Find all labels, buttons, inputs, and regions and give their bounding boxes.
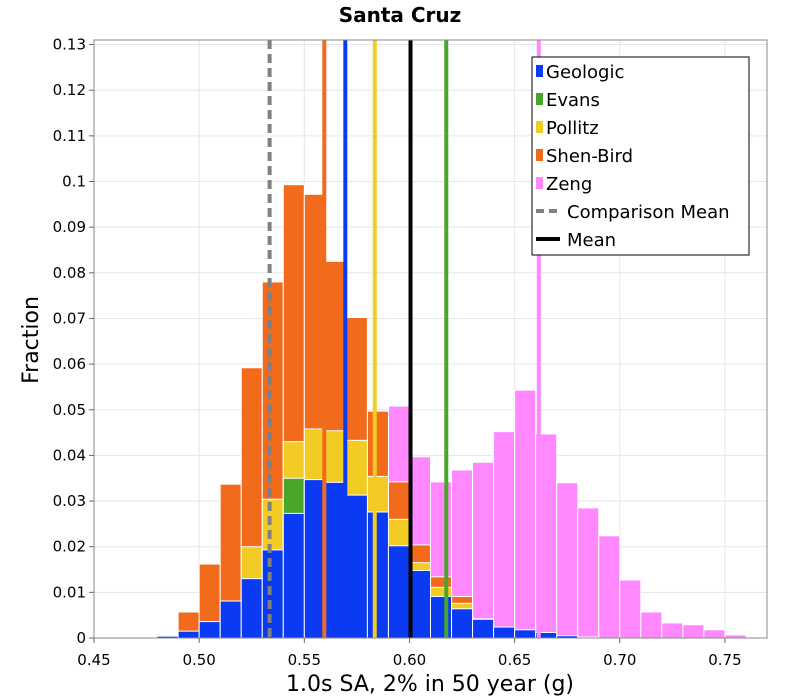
bar-geologic-8 [324,481,347,639]
x-tick-label-0: 0.45 [77,651,110,669]
x-tick-label-1: 0.50 [182,651,215,669]
y-tick-label-0: 0 [76,629,86,647]
x-tick-label-3: 0.60 [393,651,426,669]
bar-zeng-25 [682,624,705,639]
y-tick-label-11: 0.11 [53,127,86,145]
legend-box [531,56,750,256]
bar-geologic-14 [451,608,474,639]
y-tick-label-8: 0.08 [53,264,86,282]
bar-geologic-1 [177,630,200,639]
y-tick-label-1: 0.01 [53,583,86,601]
legend-evans-swatch [536,93,543,105]
x-axis: 0.45 0.50 0.55 0.60 0.65 0.70 0.75 [77,638,742,669]
y-tick-label-13: 0.13 [53,36,86,54]
legend-pollitz-swatch [536,121,543,133]
x-tick-label-5: 0.70 [603,651,636,669]
bar-geologic-9 [345,494,368,639]
y-tick-label-10: 0.1 [62,173,86,191]
y-axis-title: Fraction [19,296,44,384]
bar-geologic-3 [219,600,242,639]
bar-geologic-2 [198,621,221,639]
y-tick-label-3: 0.03 [53,492,86,510]
bar-geologic-5 [261,549,284,639]
bar-geologic-15 [472,618,495,639]
bar-geologic-13 [430,595,453,639]
legend-geologic-swatch [536,65,543,77]
legend-pollitz-label: Pollitz [546,118,599,139]
bar-zeng-24 [661,622,684,639]
y-axis: 0 0.01 0.02 0.03 0.04 0.05 0.06 0.07 0.08 0.09 0.1… [53,36,94,647]
y-tick-label-5: 0.05 [53,401,86,419]
x-axis-title: 1.0s SA, 2% in 50 year (g) [286,672,574,697]
bar-geologic-12 [408,569,431,639]
bar-zeng-26 [703,629,726,639]
mean-lines-layer [267,40,541,638]
x-tick-label-6: 0.75 [708,651,741,669]
legend: Geologic Evans Pollitz Shen-Bird Zeng Compari… [531,56,750,256]
legend-zeng-label: Zeng [546,174,592,195]
y-tick-label-7: 0.07 [53,309,86,327]
bar-geologic-11 [387,545,410,639]
bar-zeng-22 [619,579,642,639]
bar-zeng-21 [598,535,621,639]
y-tick-label-9: 0.09 [53,218,86,236]
bar-geologic-10 [366,511,389,639]
x-tick-label-2: 0.55 [288,651,321,669]
y-tick-label-12: 0.12 [53,81,86,99]
bar-zeng-20 [577,507,600,639]
bar-zeng-23 [640,611,663,639]
bar-geologic-7 [303,479,326,639]
bar-zeng-16 [493,431,516,639]
legend-shen-bird-swatch [536,149,543,161]
legend-zeng-swatch [536,177,543,189]
bar-geologic-6 [282,512,305,639]
bar-geologic-16 [493,626,516,639]
plot-frame [93,39,768,639]
y-tick-label-2: 0.02 [53,538,86,556]
y-tick-label-6: 0.06 [53,355,86,373]
bar-geologic-4 [240,578,263,639]
legend-evans-label: Evans [546,90,600,111]
legend-mean-label: Mean [567,230,616,251]
chart-title: Santa Cruz [339,3,462,27]
legend-geologic-label: Geologic [546,62,624,83]
bar-zeng-19 [556,482,579,639]
bars-layer [156,184,747,639]
bar-zeng-15 [472,461,495,639]
bar-geologic-17 [514,629,537,639]
legend-comparison-mean-label: Comparison Mean [567,202,730,223]
bar-zeng-17 [514,389,537,639]
x-tick-label-4: 0.65 [498,651,531,669]
legend-shen-bird-label: Shen-Bird [546,146,633,167]
y-tick-label-4: 0.04 [53,446,86,464]
